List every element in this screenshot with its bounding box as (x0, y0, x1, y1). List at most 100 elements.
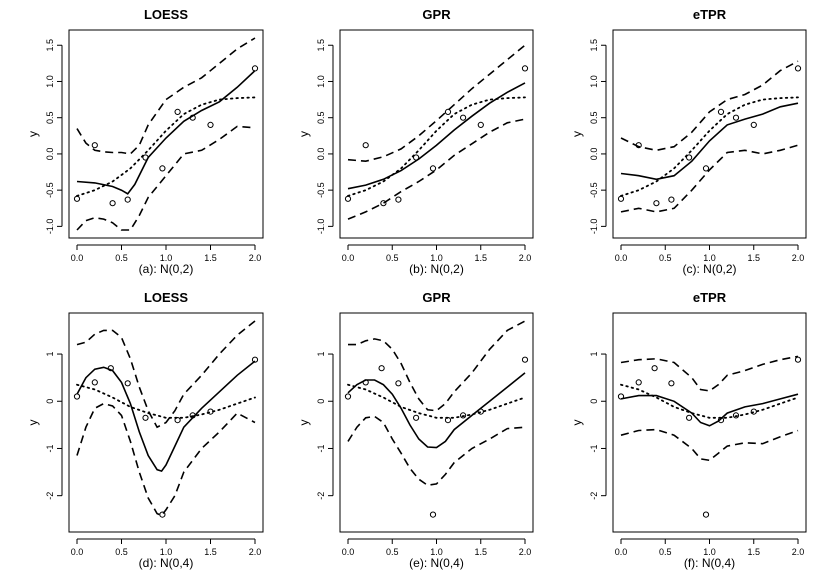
x-tick-label: 2.0 (249, 547, 262, 557)
y-axis-label: y (297, 131, 311, 137)
observation-point (635, 379, 642, 386)
x-tick-label: 1.5 (204, 253, 217, 263)
panel-6: eTPR (f): N(0,4) y 0.0 0.5 1.0 1.5 2.0 -2 -1 0 1 (570, 290, 807, 570)
x-tick-label: 1.5 (204, 547, 217, 557)
panel-caption: (f): N(0,4) (684, 556, 735, 570)
observation-point (91, 379, 98, 386)
observation-point (207, 408, 214, 415)
series-lower-line (76, 125, 256, 231)
series-true-line (620, 383, 799, 419)
observation-point (159, 511, 166, 518)
panel-caption: (e): N(0,4) (409, 556, 464, 570)
series-upper-line (76, 320, 256, 429)
observation-point (477, 121, 484, 129)
observation-point (794, 356, 802, 363)
plot-frame (339, 29, 534, 239)
series-lower-line (620, 144, 799, 213)
y-tick-label: 1.0 (316, 75, 326, 88)
panel-caption: (a): N(0,2) (139, 262, 194, 276)
panel-3: eTPR (c): N(0,2) y 0.0 0.5 1.0 1.5 2.0 -1.0 -0.5 0… (570, 7, 807, 276)
observation-point (362, 379, 369, 386)
y-tick-label: -1 (589, 444, 599, 452)
y-tick-label: 0 (589, 399, 599, 404)
x-tick-label: 1.5 (747, 253, 760, 263)
plot-frame (612, 312, 807, 533)
y-tick-label: 0.5 (589, 111, 599, 124)
panel-caption: (c): N(0,2) (683, 262, 737, 276)
y-tick-label: 0 (316, 399, 326, 404)
y-tick-label: -1 (45, 444, 55, 452)
observation-point (91, 142, 98, 149)
y-tick-label: 1.5 (589, 39, 599, 52)
x-tick-label: 0.0 (71, 547, 84, 557)
x-tick-label: 2.0 (792, 253, 805, 263)
series-upper-line (620, 60, 799, 152)
series-group (76, 320, 256, 517)
observation-point (429, 511, 437, 518)
y-tick-label: 1.5 (316, 39, 326, 52)
series-upper-line (620, 355, 799, 392)
series-true-line (347, 96, 526, 197)
series-lower-line (620, 428, 799, 462)
x-tick-label: 0.0 (615, 547, 628, 557)
y-tick-label: 0.0 (589, 148, 599, 161)
series-fit-line (620, 102, 799, 181)
series-upper-line (347, 44, 526, 163)
panel-title: GPR (422, 7, 451, 22)
series-lower-line (76, 402, 256, 517)
x-tick-label: 1.0 (430, 253, 443, 263)
observation-point (380, 200, 387, 207)
observation-point (73, 393, 81, 400)
y-tick-label: -0.5 (45, 182, 55, 198)
observation-point (732, 114, 740, 121)
x-tick-label: 1.0 (160, 547, 173, 557)
observation-point (668, 380, 675, 387)
series-true-line (76, 96, 256, 197)
x-tick-label: 0.5 (386, 253, 399, 263)
y-tick-label: -1.0 (589, 219, 599, 235)
y-tick-label: 0.0 (316, 148, 326, 161)
panel-title: eTPR (693, 7, 727, 22)
observation-point (344, 195, 352, 202)
observation-point (413, 414, 420, 421)
x-tick-label: 1.0 (703, 547, 716, 557)
observation-point (73, 195, 81, 202)
panel-1: LOESS (a): N(0,2) y 0.0 0.5 1.0 1.5 2.0 -1.0 -0.5… (26, 7, 264, 276)
panel-title: LOESS (144, 290, 188, 305)
y-tick-label: 1 (589, 352, 599, 357)
observation-point (653, 200, 660, 207)
observation-point (702, 165, 710, 172)
y-tick-label: -2 (589, 492, 599, 500)
observation-point (107, 365, 114, 372)
observation-point (668, 196, 675, 203)
y-tick-label: 1 (45, 352, 55, 357)
panel-title: LOESS (144, 7, 188, 22)
observation-point (189, 114, 196, 121)
x-tick-label: 0.5 (659, 547, 672, 557)
observation-point (717, 108, 725, 116)
panel-4: LOESS (d): N(0,4) y 0.0 0.5 1.0 1.5 2.0 -2 -1 0 1 (26, 290, 264, 570)
observation-point (732, 412, 740, 419)
x-tick-label: 0.5 (659, 253, 672, 263)
observation-point (344, 393, 352, 400)
series-group (347, 44, 526, 220)
y-tick-label: 1.5 (45, 39, 55, 52)
series-group (620, 355, 799, 462)
observation-point (429, 165, 437, 172)
y-tick-label: 1.0 (589, 75, 599, 88)
observation-point (750, 121, 757, 129)
x-tick-label: 0.0 (615, 253, 628, 263)
panel-2: GPR (b): N(0,2) y 0.0 0.5 1.0 1.5 2.0 -1.0 -0.5 0.… (297, 7, 534, 276)
x-tick-label: 0.5 (386, 547, 399, 557)
observation-point (617, 393, 625, 400)
observation-point (362, 142, 369, 149)
x-tick-label: 2.0 (519, 547, 532, 557)
x-tick-label: 0.5 (115, 253, 128, 263)
observation-point (174, 417, 181, 424)
series-true-line (76, 383, 256, 419)
series-group (76, 37, 256, 231)
plot-frame (339, 312, 534, 533)
x-tick-label: 1.0 (430, 547, 443, 557)
series-fit-line (76, 360, 256, 473)
